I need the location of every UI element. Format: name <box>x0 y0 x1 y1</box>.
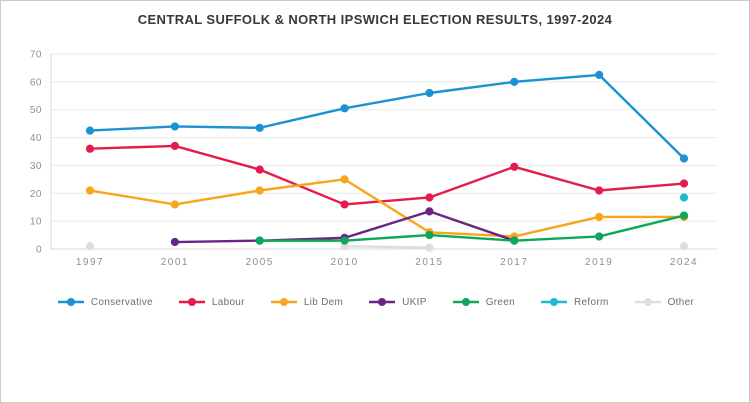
data-point-reform-2024[interactable] <box>679 193 689 202</box>
legend-label-reform: Reform <box>574 296 609 308</box>
x-tick-label-2005: 2005 <box>246 257 274 268</box>
data-point-conservative-2001[interactable] <box>170 122 179 131</box>
legend-label-green: Green <box>485 296 515 308</box>
data-point-labour-2017[interactable] <box>510 162 519 171</box>
y-tick-label-0: 0 <box>36 245 42 256</box>
legend-item-conservative[interactable]: Conservative <box>56 296 153 308</box>
series-line-other <box>343 245 431 249</box>
legend-marker-reform-icon <box>541 298 567 306</box>
data-point-conservative-1997[interactable] <box>85 126 95 135</box>
data-point-conservative-2010[interactable] <box>340 104 349 113</box>
data-point-other-1997[interactable] <box>85 242 95 251</box>
legend-item-green[interactable]: Green <box>451 296 515 308</box>
y-tick-label-60: 60 <box>30 77 42 88</box>
legend-marker-conservative-icon <box>57 298 84 306</box>
data-point-lib-dem-2010[interactable] <box>340 175 349 184</box>
data-point-green-2010[interactable] <box>340 236 349 245</box>
legend-label-other: Other <box>667 296 695 308</box>
x-tick-label-2001: 2001 <box>161 257 189 268</box>
legend-label-ukip: UKIP <box>402 296 427 308</box>
y-tick-label-30: 30 <box>30 161 42 172</box>
legend-item-reform[interactable]: Reform <box>539 296 609 308</box>
data-point-green-2024[interactable] <box>679 211 689 220</box>
series-line-labour <box>88 144 686 206</box>
data-point-conservative-2015[interactable] <box>425 88 434 98</box>
data-point-green-2017[interactable] <box>510 236 519 245</box>
x-tick-label-2015: 2015 <box>415 257 443 268</box>
chart-title: CENTRAL SUFFOLK & NORTH IPSWICH ELECTION… <box>137 12 613 27</box>
data-point-lib-dem-2019[interactable] <box>595 212 604 222</box>
legend-label-lib-dem: Lib Dem <box>303 296 344 308</box>
x-tick-label-1997: 1997 <box>76 257 104 268</box>
y-tick-label-10: 10 <box>30 217 42 228</box>
data-point-green-2005[interactable] <box>255 236 264 245</box>
data-point-labour-2019[interactable] <box>595 186 604 195</box>
data-point-ukip-2015[interactable] <box>425 207 434 216</box>
data-point-lib-dem-2005[interactable] <box>255 186 264 195</box>
x-tick-label-2017: 2017 <box>500 257 528 268</box>
legend-marker-green-icon <box>452 298 479 306</box>
series-line-green <box>258 214 686 242</box>
legend-item-other[interactable]: Other <box>633 296 695 308</box>
legend-item-labour[interactable]: Labour <box>177 296 245 308</box>
data-point-labour-2024[interactable] <box>679 179 689 188</box>
legend-marker-ukip-icon <box>369 298 396 306</box>
y-tick-label-50: 50 <box>30 105 42 116</box>
legend-item-ukip[interactable]: UKIP <box>367 296 427 308</box>
data-point-labour-2015[interactable] <box>425 193 434 202</box>
legend-item-lib-dem[interactable]: Lib Dem <box>269 296 343 308</box>
x-tick-label-2019: 2019 <box>585 257 613 268</box>
x-tick-label-2010: 2010 <box>330 257 358 268</box>
y-tick-label-40: 40 <box>30 133 42 144</box>
data-point-labour-1997[interactable] <box>85 144 95 153</box>
data-point-lib-dem-2001[interactable] <box>170 200 179 209</box>
legend-marker-other-icon <box>634 298 661 306</box>
series-line-conservative <box>88 73 686 160</box>
data-point-lib-dem-1997[interactable] <box>85 186 95 195</box>
data-point-green-2015[interactable] <box>425 230 434 240</box>
data-point-conservative-2024[interactable] <box>679 154 689 163</box>
series-line-lib-dem <box>88 178 686 238</box>
x-tick-label-2024: 2024 <box>670 257 698 268</box>
legend-marker-lib-dem-icon <box>270 298 297 306</box>
data-point-labour-2010[interactable] <box>340 200 349 209</box>
data-point-conservative-2017[interactable] <box>510 77 519 86</box>
y-tick-label-20: 20 <box>30 189 42 200</box>
data-point-other-2024[interactable] <box>679 242 689 251</box>
legend-marker-labour-icon <box>178 298 205 306</box>
data-point-conservative-2019[interactable] <box>595 70 604 79</box>
data-point-labour-2005[interactable] <box>255 165 264 174</box>
data-point-green-2019[interactable] <box>595 232 604 241</box>
data-point-ukip-2001[interactable] <box>170 237 179 247</box>
chart-legend: Conservative Labour Lib Dem UKIP Green Reform… <box>1 296 749 308</box>
data-point-labour-2001[interactable] <box>170 141 179 151</box>
data-point-conservative-2005[interactable] <box>255 123 264 132</box>
data-point-other-2015[interactable] <box>425 243 434 252</box>
y-tick-label-70: 70 <box>30 50 42 61</box>
legend-label-labour: Labour <box>211 296 245 308</box>
legend-label-conservative: Conservative <box>90 296 153 308</box>
